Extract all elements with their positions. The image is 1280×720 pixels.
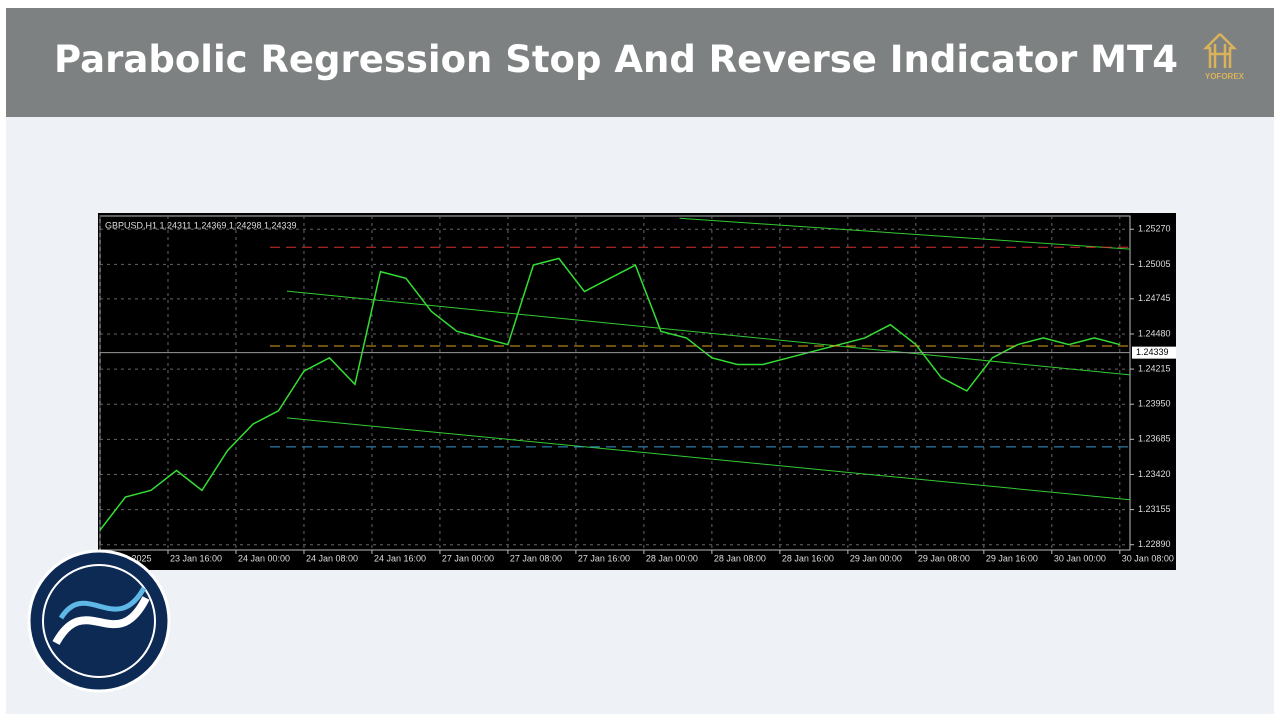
title: Parabolic Regression Stop And Reverse In… [54,38,1178,81]
x-tick-label: 28 Jan 00:00 [646,553,698,563]
x-tick-label: 30 Jan 00:00 [1054,553,1106,563]
plot-frame [99,215,1131,551]
x-tick-label: 27 Jan 08:00 [510,553,562,563]
price-line [679,217,1131,250]
x-tick-label: 28 Jan 08:00 [714,553,766,563]
current-price-box [1132,346,1176,359]
x-tick-label: 28 Jan 16:00 [782,553,834,563]
x-tick-label: 27 Jan 16:00 [578,553,630,563]
x-tick-label: 23 Jan 16:00 [170,553,222,563]
y-tick-label: 1.24215 [1138,363,1171,373]
y-tick-label: 1.23155 [1138,504,1171,514]
x-tick-label: 29 Jan 08:00 [918,553,970,563]
brand: YOFOREX [1204,72,1244,81]
current-price-label: 1.24339 [1136,347,1169,357]
logo [27,549,171,693]
y-tick-label: 1.23685 [1138,434,1171,444]
price-line [286,290,1131,376]
header: Parabolic Regression Stop And Reverse In… [6,8,1274,117]
y-tick-label: 1.25270 [1138,224,1171,234]
y-tick-label: 1.24480 [1138,328,1171,338]
price-line [286,417,1131,501]
chart-bg [98,213,1176,570]
x-tick-label: 29 Jan 00:00 [850,553,902,563]
x-tick-label: 24 Jan 00:00 [238,553,290,563]
y-tick-label: 1.22890 [1138,539,1171,549]
y-tick-label: 1.23950 [1138,399,1171,409]
brand-icon [1202,33,1238,68]
x-tick-label: 24 Jan 16:00 [374,553,426,563]
x-tick-label: 24 Jan 08:00 [306,553,358,563]
y-tick-label: 1.25005 [1138,259,1171,269]
chart-info: GBPUSD,H1 1.24311 1.24369 1.24298 1.2433… [105,220,296,230]
x-tick-label: 27 Jan 00:00 [442,553,494,563]
y-tick-label: 1.24745 [1138,293,1171,303]
x-tick-label: 30 Jan 08:00 [1122,553,1174,563]
y-tick-label: 1.23420 [1138,469,1171,479]
price-line [99,257,1120,531]
x-tick-label: 29 Jan 16:00 [986,553,1038,563]
